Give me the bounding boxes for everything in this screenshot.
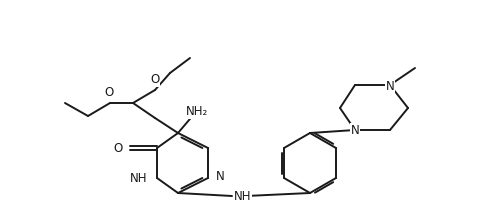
Text: O: O bbox=[114, 142, 123, 155]
Text: NH: NH bbox=[129, 173, 147, 186]
Text: O: O bbox=[151, 73, 159, 86]
Text: NH₂: NH₂ bbox=[186, 105, 208, 118]
Text: O: O bbox=[104, 86, 114, 99]
Text: N: N bbox=[216, 171, 225, 184]
Text: N: N bbox=[386, 80, 395, 93]
Text: NH: NH bbox=[234, 190, 251, 202]
Text: N: N bbox=[351, 124, 359, 136]
